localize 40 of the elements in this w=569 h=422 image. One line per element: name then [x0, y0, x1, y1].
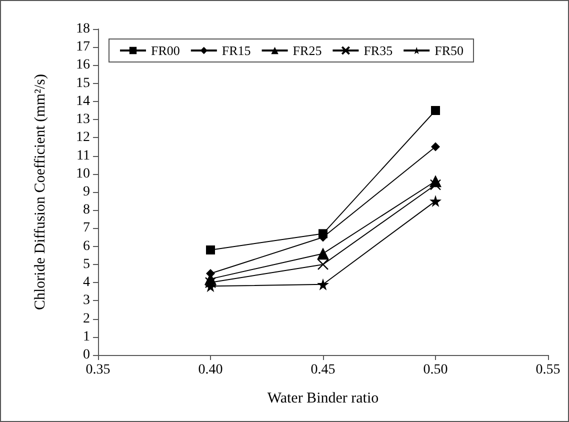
y-tick-label: 16: [76, 58, 90, 73]
legend-label: FR25: [292, 43, 322, 58]
point: [206, 245, 215, 254]
y-tick-label: 13: [76, 112, 90, 128]
y-tick-label: 8: [83, 202, 90, 218]
legend-label: FR50: [434, 43, 464, 58]
point: [430, 195, 442, 208]
x-tick-label: 0.40: [198, 362, 223, 378]
y-tick-label: 2: [83, 311, 90, 326]
y-tick-label: 5: [83, 256, 90, 272]
legend-label: FR35: [364, 43, 393, 58]
legend-label: FR00: [151, 43, 180, 58]
point: [431, 106, 440, 115]
y-axis-title: Chloride Diffusion Coefficient (mm²/s): [32, 74, 48, 310]
x-tick-label: 0.45: [310, 362, 336, 378]
y-tick-label: 0: [83, 348, 90, 362]
point: [317, 278, 329, 290]
y-tick-label: 14: [76, 94, 90, 109]
y-tick-label: 17: [76, 40, 90, 55]
y-tick-label: 12: [76, 130, 90, 146]
y-tick-label: 10: [76, 166, 90, 182]
x-tick-label: 0.35: [86, 362, 110, 378]
x-axis-title: Water Binder ratio: [267, 390, 379, 406]
y-tick-label: 3: [83, 293, 90, 308]
y-tick-label: 4: [83, 275, 90, 290]
point: [317, 258, 329, 270]
point: [317, 248, 329, 260]
y-tick-label: 11: [76, 148, 90, 164]
legend-label: FR15: [222, 43, 251, 58]
y-tick-label: 9: [83, 184, 90, 200]
point: [204, 276, 216, 288]
point: [430, 179, 442, 190]
y-tick-label: 1: [83, 329, 90, 344]
y-tick-label: 15: [76, 76, 90, 91]
y-tick-label: 18: [76, 22, 90, 36]
x-tick-label: 0.50: [423, 362, 448, 378]
point: [431, 142, 440, 152]
x-tick-label: 0.55: [536, 362, 560, 378]
y-tick-label: 7: [83, 220, 90, 236]
y-tick-label: 6: [83, 238, 90, 254]
